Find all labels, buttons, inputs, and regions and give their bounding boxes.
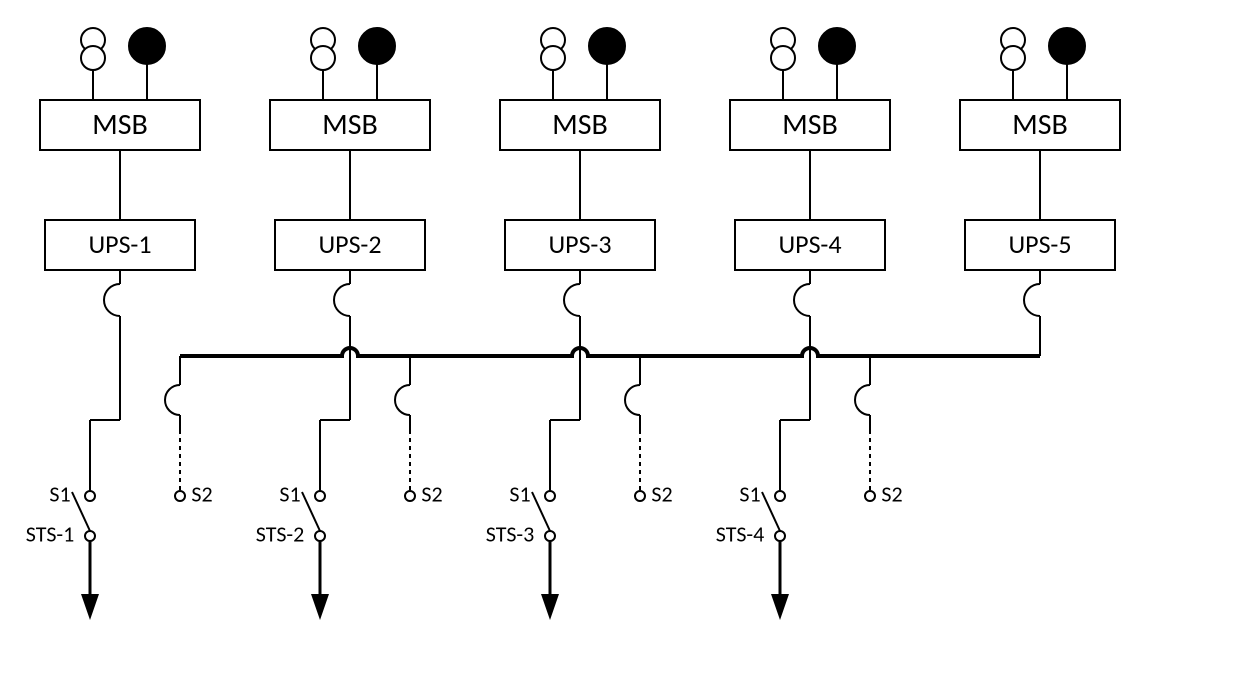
sts-label: STS-3: [486, 520, 534, 547]
breaker-icon: [334, 284, 350, 316]
ups-label: UPS-3: [548, 228, 611, 260]
load-arrow-icon: [541, 594, 559, 620]
breaker-icon: [794, 284, 810, 316]
s2-terminal: [865, 491, 875, 501]
sts-label: STS-1: [26, 520, 74, 547]
breaker-icon: [855, 385, 870, 415]
s2-label: S2: [881, 480, 902, 507]
sts-output-terminal: [775, 531, 785, 541]
msb-label: MSB: [322, 106, 378, 143]
s2-terminal: [635, 491, 645, 501]
s1-label: S1: [509, 480, 530, 507]
s1-label: S1: [49, 480, 70, 507]
breaker-icon: [104, 284, 120, 316]
sts-label: STS-4: [716, 520, 764, 547]
breaker-icon: [165, 385, 180, 415]
msb-label: MSB: [552, 106, 608, 143]
s1-terminal: [545, 491, 555, 501]
s2-label: S2: [651, 480, 672, 507]
ups-label: UPS-2: [318, 228, 381, 260]
msb-label: MSB: [782, 106, 838, 143]
generator-icon: [589, 28, 625, 64]
s2-terminal: [175, 491, 185, 501]
s1-label: S1: [279, 480, 300, 507]
sts-output-terminal: [315, 531, 325, 541]
ups-label: UPS-5: [1008, 228, 1071, 260]
load-arrow-icon: [81, 594, 99, 620]
breaker-icon: [564, 284, 580, 316]
ups-label: UPS-1: [88, 228, 151, 260]
s2-label: S2: [421, 480, 442, 507]
load-arrow-icon: [311, 594, 329, 620]
generator-icon: [129, 28, 165, 64]
generator-icon: [359, 28, 395, 64]
breaker-icon: [1024, 284, 1040, 316]
msb-label: MSB: [1012, 106, 1068, 143]
s1-terminal: [315, 491, 325, 501]
breaker-icon: [395, 385, 410, 415]
load-arrow-icon: [771, 594, 789, 620]
generator-icon: [1049, 28, 1085, 64]
s1-terminal: [85, 491, 95, 501]
sts-output-terminal: [545, 531, 555, 541]
ups-label: UPS-4: [778, 228, 841, 260]
breaker-icon: [625, 385, 640, 415]
s2-terminal: [405, 491, 415, 501]
sts-output-terminal: [85, 531, 95, 541]
s1-terminal: [775, 491, 785, 501]
reserve-bus: [180, 348, 1040, 356]
s2-label: S2: [191, 480, 212, 507]
sts-label: STS-2: [256, 520, 304, 547]
msb-label: MSB: [92, 106, 148, 143]
generator-icon: [819, 28, 855, 64]
s1-label: S1: [739, 480, 760, 507]
